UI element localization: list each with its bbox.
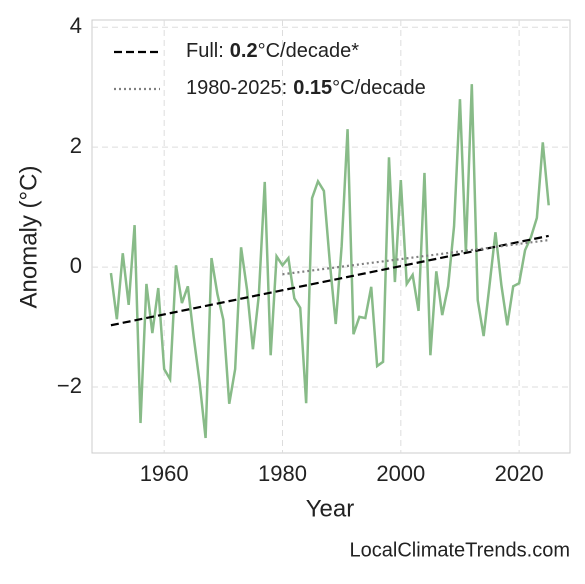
legend-text: 1980-2025:	[186, 77, 287, 99]
legend-slope: 0.2	[230, 40, 258, 62]
x-tick-label: 1980	[258, 461, 307, 486]
y-tick-label: 0	[70, 253, 82, 278]
y-tick-label: 4	[70, 13, 82, 38]
legend-unit: °C/decade*	[258, 40, 360, 62]
y-axis-label: Anomaly (°C)	[15, 166, 42, 309]
y-tick-label: 2	[70, 133, 82, 158]
data-line	[109, 84, 550, 439]
x-tick-label: 1960	[140, 461, 189, 486]
legend-slope: 0.15	[293, 77, 332, 99]
plot-frame	[91, 19, 571, 454]
legend-unit: °C/decade	[332, 77, 426, 99]
legend-label: 1980-2025: 0.15°C/decade	[186, 77, 426, 99]
x-axis-label: Year	[306, 495, 355, 522]
watermark: LocalClimateTrends.com	[350, 539, 570, 561]
x-tick-label: 2000	[376, 461, 425, 486]
legend-label: Full: 0.2°C/decade*	[186, 40, 359, 62]
legend-text: Full:	[186, 40, 224, 62]
x-tick-label: 2020	[495, 461, 544, 486]
trend-line	[110, 234, 549, 327]
y-tick-label: −2	[57, 373, 82, 398]
trend-line	[282, 239, 549, 276]
